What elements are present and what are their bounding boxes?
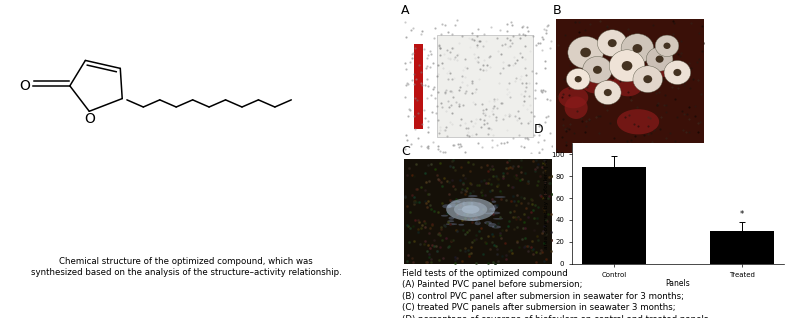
- Circle shape: [598, 30, 627, 57]
- Circle shape: [646, 47, 673, 71]
- Circle shape: [566, 68, 590, 90]
- Text: D: D: [534, 123, 543, 136]
- Bar: [582, 167, 646, 264]
- Ellipse shape: [446, 223, 457, 225]
- Ellipse shape: [470, 202, 474, 205]
- Ellipse shape: [470, 218, 481, 221]
- Ellipse shape: [458, 224, 464, 226]
- Ellipse shape: [462, 205, 479, 214]
- Ellipse shape: [462, 201, 466, 206]
- Ellipse shape: [484, 221, 492, 224]
- Ellipse shape: [565, 96, 588, 119]
- Ellipse shape: [493, 218, 503, 219]
- Circle shape: [674, 69, 682, 76]
- Circle shape: [574, 76, 582, 82]
- Ellipse shape: [462, 206, 474, 208]
- Ellipse shape: [441, 215, 448, 217]
- Text: B: B: [553, 4, 562, 17]
- Ellipse shape: [442, 204, 451, 208]
- Text: O: O: [19, 79, 30, 93]
- Bar: [710, 231, 774, 264]
- Ellipse shape: [617, 109, 659, 135]
- Circle shape: [664, 60, 690, 85]
- Circle shape: [656, 56, 663, 63]
- Ellipse shape: [490, 208, 496, 211]
- Ellipse shape: [485, 213, 493, 214]
- Circle shape: [582, 57, 612, 83]
- Ellipse shape: [474, 221, 481, 225]
- Circle shape: [643, 75, 652, 83]
- Bar: [414, 45, 422, 128]
- Circle shape: [655, 35, 679, 57]
- Circle shape: [608, 39, 617, 47]
- Ellipse shape: [582, 78, 618, 94]
- Ellipse shape: [492, 201, 496, 203]
- Bar: [437, 35, 533, 137]
- Ellipse shape: [468, 195, 478, 197]
- Circle shape: [633, 66, 662, 93]
- Text: Field tests of the optimized compound
(A) Painted PVC panel before submersion;
(: Field tests of the optimized compound (A…: [402, 269, 800, 318]
- Circle shape: [568, 37, 603, 68]
- Ellipse shape: [493, 204, 498, 209]
- Circle shape: [610, 50, 645, 82]
- Circle shape: [621, 34, 654, 63]
- Circle shape: [622, 61, 632, 71]
- Circle shape: [663, 43, 670, 49]
- Ellipse shape: [448, 203, 458, 207]
- Ellipse shape: [494, 196, 506, 198]
- Ellipse shape: [473, 213, 477, 215]
- Ellipse shape: [490, 212, 500, 214]
- Ellipse shape: [492, 225, 501, 228]
- Text: O: O: [84, 112, 94, 126]
- Y-axis label: area covered by biofoulers (%): area covered by biofoulers (%): [545, 158, 550, 249]
- Ellipse shape: [446, 198, 495, 221]
- Text: *: *: [740, 210, 744, 219]
- Circle shape: [580, 48, 591, 57]
- Ellipse shape: [454, 202, 487, 217]
- Ellipse shape: [447, 220, 454, 222]
- Circle shape: [594, 80, 621, 105]
- Ellipse shape: [558, 86, 588, 108]
- Circle shape: [593, 66, 602, 74]
- Text: C: C: [401, 145, 410, 158]
- Ellipse shape: [470, 212, 474, 214]
- Ellipse shape: [488, 223, 497, 227]
- X-axis label: Panels: Panels: [666, 279, 690, 288]
- Ellipse shape: [449, 217, 454, 220]
- Ellipse shape: [463, 210, 474, 211]
- Ellipse shape: [458, 209, 462, 210]
- Ellipse shape: [446, 205, 452, 208]
- Text: A: A: [401, 4, 410, 17]
- Ellipse shape: [467, 219, 478, 221]
- Ellipse shape: [650, 59, 676, 77]
- Ellipse shape: [613, 73, 643, 96]
- Circle shape: [633, 44, 642, 53]
- Ellipse shape: [450, 200, 461, 203]
- Circle shape: [604, 89, 612, 96]
- Text: Chemical structure of the optimized compound, which was
synthesized based on the: Chemical structure of the optimized comp…: [31, 257, 342, 277]
